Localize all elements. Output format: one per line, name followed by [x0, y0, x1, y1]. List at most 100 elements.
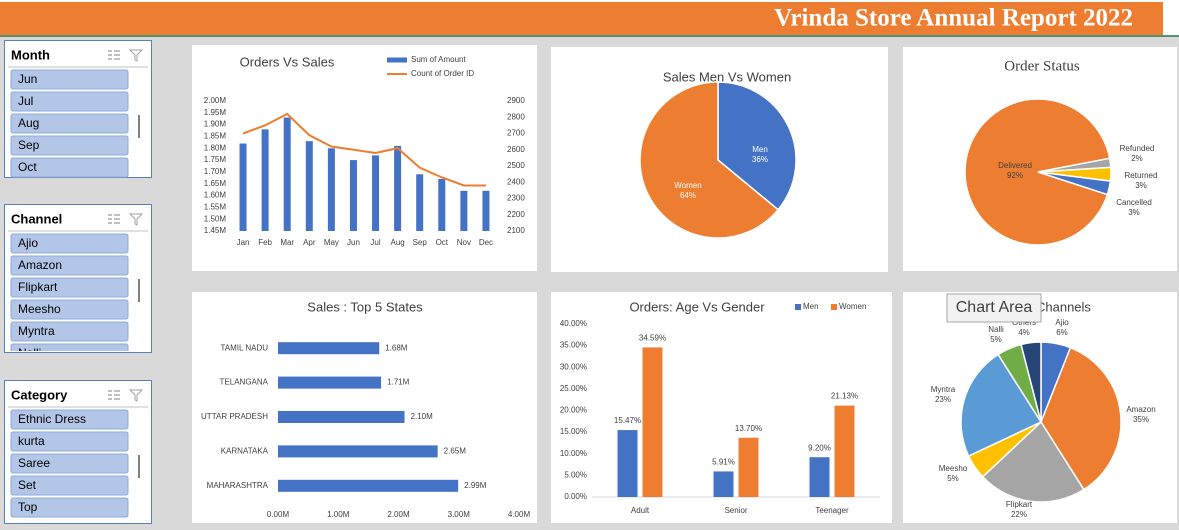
slicer-item-box[interactable] [10, 91, 129, 112]
clear-filter-icon[interactable] [128, 49, 144, 62]
chart: Orders Vs Sales 1.45M 1.50M 1.55M 1.60M 1.65M… [192, 45, 537, 271]
value-label: 21.13% [831, 392, 858, 401]
y2-tick-label: 2400 [507, 177, 525, 186]
slicer-item[interactable]: Nalli [10, 343, 129, 363]
pie-slice [1037, 171, 1112, 196]
slicer-item-label[interactable]: Sep [18, 138, 40, 152]
slicer-item-label[interactable]: Amazon [18, 258, 62, 272]
legend-swatch [795, 304, 801, 310]
slicer-item-box[interactable] [10, 497, 129, 518]
slicer-item-label[interactable]: Flipkart [18, 280, 58, 294]
slicer-item[interactable]: Ethnic Dress [10, 409, 129, 430]
slicer-item[interactable]: Ajio [10, 233, 129, 254]
slicer-item[interactable]: Myntra [10, 321, 129, 342]
value-label: 2.65M [444, 447, 467, 456]
value-label: 9.20% [808, 443, 831, 452]
slicer: Month Jun Jul Aug Sep Oct [4, 40, 152, 178]
slicer-item[interactable]: Saree [10, 453, 129, 474]
slicer-item-label[interactable]: Ajio [18, 236, 38, 250]
slicer-item[interactable]: Flipkart [10, 277, 129, 298]
slicer-item-label[interactable]: Jun [18, 72, 37, 86]
slicer-item[interactable]: Sep [10, 135, 129, 156]
slicer-item-box[interactable] [10, 453, 129, 474]
clear-filter-icon[interactable] [128, 213, 144, 226]
slice-value-label: 4% [1018, 328, 1030, 337]
slicer: Channel Ajio Amazon Flipkart Meesho Myntra Nal… [4, 204, 152, 363]
x-tick-label: 4.00M [508, 510, 531, 519]
tooltip-box [946, 293, 1042, 323]
slice-category: Meesho [939, 464, 968, 473]
slicer-item-label[interactable]: Top [18, 500, 38, 514]
slicer-item-box[interactable] [10, 409, 129, 430]
slicer-item-label[interactable]: Oct [18, 160, 37, 174]
slice-value-label: 22% [1011, 510, 1027, 519]
slicer-item[interactable]: Jul [10, 91, 129, 112]
value-label: 13.70% [735, 424, 762, 433]
slicer-item[interactable]: Oct [10, 157, 129, 178]
y2-tick-label: 2100 [507, 226, 525, 235]
chart: Orders: Age Vs Gender 0.00% 5.00% 10.00% 15.… [551, 292, 892, 523]
slicer-item-box[interactable] [10, 277, 129, 298]
y2-tick-label: 2500 [507, 161, 525, 170]
slicer-item-box[interactable] [10, 157, 129, 178]
x-tick-label: Mar [280, 238, 294, 247]
clear-filter-icon[interactable] [128, 389, 144, 402]
slicer-item-label[interactable]: Ethnic Dress [18, 412, 86, 426]
slice-value-label: 36% [752, 155, 768, 164]
slicer-item-box[interactable] [10, 113, 129, 134]
bar [642, 347, 663, 497]
chart: Orders: ChannelsAjio6%Amazon35%Flipkart2… [903, 292, 1177, 523]
slicer-item[interactable]: kurta [10, 431, 129, 452]
slicer-item-box[interactable] [10, 321, 129, 342]
y-tick-label: TELANGANA [220, 378, 269, 387]
pie-slice [1020, 341, 1042, 423]
slicer-item-box[interactable] [10, 299, 129, 320]
slicer-item-box[interactable] [10, 475, 129, 496]
slicer-item[interactable]: Meesho [10, 299, 129, 320]
slicer-item-label[interactable]: Nalli [18, 346, 41, 360]
slicer-item-box[interactable] [10, 233, 129, 254]
slicer-item-label[interactable]: Set [18, 478, 37, 492]
y-tick-label: 5.00% [564, 470, 587, 479]
value-label: 1.71M [387, 378, 410, 387]
y-tick-label: 2.00M [204, 96, 227, 105]
slice-category: Refunded [1120, 144, 1155, 153]
multi-select-icon[interactable] [108, 50, 120, 60]
value-label: 2.10M [411, 412, 434, 421]
slice-category: Others [1012, 318, 1036, 327]
slicer-item-box[interactable] [10, 431, 129, 452]
y-tick-label: 20.00% [560, 406, 587, 415]
x-tick-label: Adult [631, 506, 650, 515]
slicer-item-label[interactable]: kurta [18, 434, 45, 448]
slicer-item-label[interactable]: Jul [18, 94, 33, 108]
slicer-item[interactable]: Top [10, 497, 129, 518]
multi-select-icon[interactable] [108, 214, 120, 224]
bar [809, 457, 830, 497]
slicer-item[interactable]: Amazon [10, 255, 129, 276]
slicer-item[interactable]: Set [10, 475, 129, 496]
slicer-item-label[interactable]: Myntra [18, 324, 55, 338]
slicer-title: Month [11, 47, 50, 62]
slicer-item-box[interactable] [10, 343, 129, 363]
slicer-item-box[interactable] [10, 135, 129, 156]
slice-value-label: 2% [1131, 154, 1143, 163]
slicer-item-label[interactable]: Meesho [18, 302, 61, 316]
y-tick-label: 1.70M [204, 167, 227, 176]
slicer-item-box[interactable] [10, 255, 129, 276]
y-tick-label: 10.00% [560, 449, 587, 458]
y2-tick-label: 2800 [507, 112, 525, 121]
multi-select-icon[interactable] [108, 390, 120, 400]
slicer-item[interactable]: Aug [10, 113, 129, 134]
slicer-item[interactable]: Jun [10, 69, 129, 90]
slicer-item-box[interactable] [10, 69, 129, 90]
chart-panel [192, 45, 537, 271]
x-tick-label: 0.00M [267, 510, 290, 519]
x-tick-label: Jan [237, 238, 250, 247]
slice-value-label: 5% [990, 335, 1002, 344]
slicer-item-label[interactable]: Aug [18, 116, 39, 130]
slicer-item-label[interactable]: Saree [18, 456, 50, 470]
x-tick-label: Sep [413, 238, 428, 247]
